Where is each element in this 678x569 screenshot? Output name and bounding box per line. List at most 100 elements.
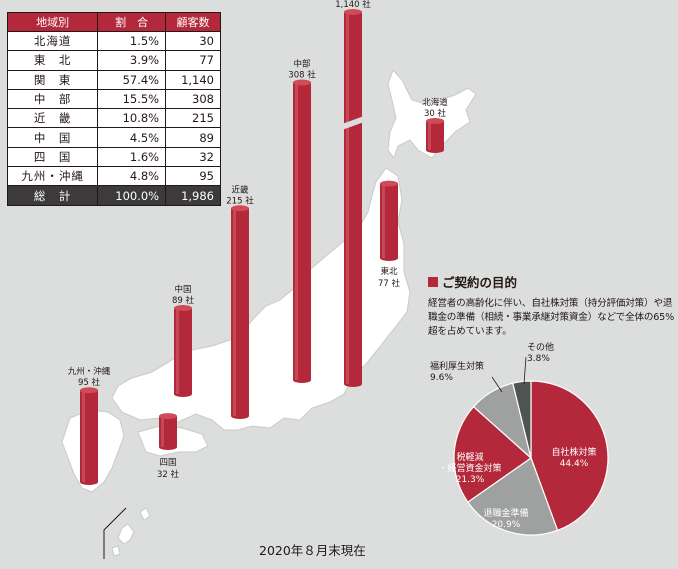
okinawa-inset-frame <box>103 507 127 559</box>
bar-highlight <box>176 308 179 394</box>
cell-region: 東 北 <box>6 50 99 71</box>
bar-region-label: 近畿 <box>231 184 249 195</box>
pie-wedge <box>530 380 609 532</box>
cell-count: 32 <box>165 146 221 168</box>
pie-label: 税軽減 <box>456 451 483 463</box>
as-of-date: 2020年８月末現在 <box>259 543 366 558</box>
cell-count: 77 <box>165 50 221 71</box>
cell-share: 10.8% <box>97 108 167 129</box>
map-honshu <box>111 167 411 431</box>
pie-wedge <box>512 380 532 459</box>
bar-top <box>344 9 362 15</box>
cell-count: 95 <box>165 166 221 187</box>
bar-top <box>293 79 311 86</box>
header-share: 割 合 <box>97 12 167 32</box>
cell-region: 四 国 <box>6 146 99 168</box>
region-table: 地域別 割 合 顧客数 北海道 1.5% 30 東 北 3.9% 77 関 東 57.4%… <box>6 12 221 206</box>
red-square-icon <box>428 276 438 287</box>
cell-count: 30 <box>165 30 221 52</box>
table-row: 関 東 57.4% 1,140 <box>6 69 221 90</box>
axis-break-mark <box>342 116 364 130</box>
leader-line <box>523 356 527 385</box>
cell-share: 4.8% <box>97 166 167 187</box>
bar-region-label: 中国 <box>174 284 191 295</box>
table-row: 東 北 3.9% 77 <box>6 50 221 71</box>
bar-highlight <box>161 416 164 447</box>
table-row: 中 国 4.5% 89 <box>6 127 221 148</box>
bar-value-label: 30 社 <box>424 108 447 119</box>
bar-highlight <box>295 82 298 381</box>
bar-region-label: 東北 <box>380 266 398 277</box>
cell-share: 3.9% <box>97 50 167 71</box>
pie-value-label: 9.6% <box>430 373 453 383</box>
bar-top <box>80 387 98 394</box>
cell-region: 総 計 <box>6 185 99 206</box>
cell-count: 215 <box>165 108 221 129</box>
table-row: 中 部 15.5% 308 <box>6 88 221 110</box>
table-row: 北海道 1.5% 30 <box>6 30 221 52</box>
pie-label: ・経営資金対策 <box>438 462 501 474</box>
bar-highlight <box>382 183 385 258</box>
bar-top <box>174 305 192 312</box>
cell-region: 北海道 <box>6 30 99 52</box>
map-islands <box>111 507 151 557</box>
bar-region-label: 四国 <box>159 458 176 468</box>
bar-top <box>426 118 444 125</box>
pie-value-label: 20.9% <box>492 520 521 530</box>
cell-region: 中 部 <box>6 88 99 110</box>
pie-value-label: 3.8% <box>527 354 550 364</box>
bar-highlight <box>428 121 431 150</box>
bar-top <box>159 413 177 420</box>
bar-value-label: 1,140 社 <box>335 0 371 10</box>
cell-share: 15.5% <box>97 88 167 110</box>
table-row: 四 国 1.6% 32 <box>6 146 221 168</box>
header-region: 地域別 <box>6 12 99 32</box>
cell-count: 308 <box>165 88 221 110</box>
bar-value-label: 215 社 <box>226 195 254 206</box>
bar-value-label: 89 社 <box>172 295 195 306</box>
purpose-description: 経営者の高齢化に伴い、自社株対策（持分評価対策）や退職金の準備（相続・事業承継対… <box>428 298 674 337</box>
bar-region-label: 中部 <box>293 58 311 69</box>
pie-chart: 自社株対策44.4%退職金準備20.9%税軽減・経営資金対策21.3%福利厚生対… <box>430 341 609 536</box>
cell-region: 関 東 <box>6 69 99 90</box>
pie-label: 自社株対策 <box>551 446 596 458</box>
bar-highlight <box>233 208 236 416</box>
bar-value-label: 95 社 <box>78 377 101 388</box>
cell-share: 1.6% <box>97 146 167 168</box>
cell-count: 1,986 <box>165 185 221 206</box>
cell-share: 57.4% <box>97 69 167 90</box>
pie-label: 福利厚生対策 <box>430 360 484 372</box>
bar-highlight <box>82 390 85 482</box>
pie-label: 退職金準備 <box>483 507 528 519</box>
header-count: 顧客数 <box>165 12 221 32</box>
table-row: 九州・沖縄 4.8% 95 <box>6 166 221 187</box>
bar-region-label: 北海道 <box>422 97 448 108</box>
cell-count: 1,140 <box>165 69 221 90</box>
cell-share: 1.5% <box>97 30 167 52</box>
bar-top <box>380 180 398 187</box>
purpose-title: ご契約の目的 <box>428 272 678 291</box>
pie-label: その他 <box>527 341 554 353</box>
bar-5: 関東1,140 社 <box>335 0 371 387</box>
pie-value-label: 21.3% <box>456 475 485 485</box>
cell-region: 中 国 <box>6 127 99 148</box>
cell-share: 100.0% <box>97 185 167 206</box>
bar-region-label: 九州・沖縄 <box>68 366 111 377</box>
cell-region: 近 畿 <box>6 108 99 129</box>
purpose-title-text: ご契約の目的 <box>442 275 518 290</box>
table-total-row: 総 計 100.0% 1,986 <box>6 185 221 206</box>
pie-wedge <box>453 405 532 503</box>
